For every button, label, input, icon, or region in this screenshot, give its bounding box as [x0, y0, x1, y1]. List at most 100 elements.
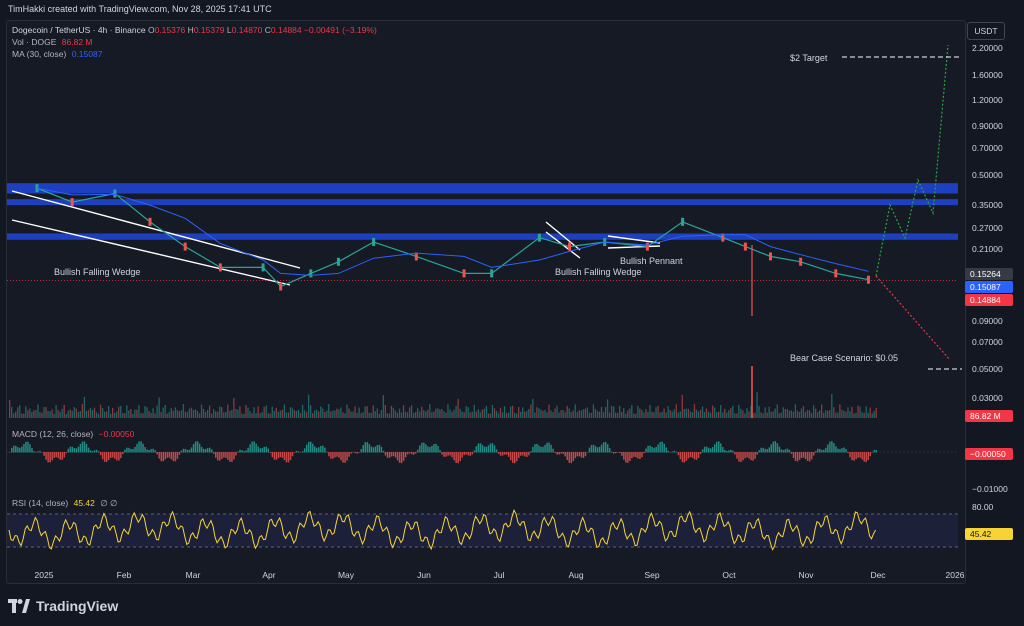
- volume-bar: [516, 413, 518, 418]
- volume-bar: [792, 411, 795, 418]
- macd-bar: [580, 452, 583, 458]
- volume-bar: [560, 410, 562, 418]
- macd-bar: [841, 448, 843, 453]
- macd-bar: [295, 450, 298, 453]
- macd-bar: [439, 450, 441, 453]
- macd-bar: [499, 452, 502, 456]
- volume-bar: [465, 405, 467, 418]
- macd-bar: [744, 452, 746, 459]
- currency-button[interactable]: USDT: [967, 22, 1005, 40]
- volume-bar: [263, 406, 265, 418]
- macd-bar: [362, 445, 364, 453]
- volume-bar: [610, 405, 613, 418]
- volume-bar: [394, 410, 397, 418]
- macd-bar: [114, 452, 116, 459]
- price-tag-last: 0.15264: [970, 269, 1001, 279]
- macd-bar: [564, 452, 566, 457]
- volume-bar: [423, 410, 425, 418]
- symbol-name: Dogecoin / TetherUS · 4h · Binance: [12, 25, 146, 35]
- volume-bar: [522, 407, 524, 418]
- volume-bar: [871, 413, 873, 418]
- volume-label: Vol · DOGE: [12, 37, 57, 47]
- macd-bar: [707, 447, 710, 453]
- volume-bar: [114, 413, 116, 418]
- volume-bar: [99, 404, 102, 418]
- volume-bar: [629, 408, 631, 418]
- macd-bar: [71, 446, 74, 453]
- volume-bar: [211, 413, 213, 418]
- macd-bar: [600, 444, 603, 453]
- volume-bar: [352, 411, 354, 418]
- volume-bar: [762, 413, 764, 418]
- macd-bar: [542, 446, 544, 453]
- volume-bar: [372, 405, 374, 418]
- macd-bar: [445, 452, 447, 457]
- volume-bar: [380, 410, 382, 418]
- macd-bar: [449, 452, 451, 456]
- volume-bar: [160, 412, 162, 418]
- volume-bar: [722, 412, 724, 418]
- macd-bar: [208, 447, 211, 453]
- volume-bar: [295, 410, 298, 418]
- volume-bar: [728, 410, 730, 418]
- macd-bar: [166, 452, 169, 458]
- volume-bar: [604, 407, 607, 418]
- volume-bar: [21, 413, 23, 418]
- macd-bar: [602, 442, 605, 453]
- rsi-label: RSI (14, close): [12, 498, 69, 508]
- volume-bar: [851, 406, 853, 418]
- volume-bar: [27, 410, 29, 418]
- volume-bar: [186, 411, 189, 418]
- macd-bar: [651, 446, 653, 453]
- macd-bar: [679, 452, 682, 460]
- macd-bar: [762, 447, 764, 453]
- x-tick-label: May: [338, 570, 355, 580]
- volume-bar: [154, 413, 156, 418]
- candle: [113, 189, 117, 198]
- ma-line: [36, 187, 869, 276]
- y-tick-label: 1.20000: [972, 95, 1003, 105]
- volume-bar: [297, 409, 300, 418]
- macd-bar: [15, 445, 17, 453]
- price-change: −0.00491 (−3.19%): [304, 25, 377, 35]
- volume-bar: [491, 404, 494, 418]
- macd-bar: [124, 449, 126, 453]
- macd-bar: [103, 452, 106, 462]
- tradingview-logo: TradingView: [8, 596, 118, 616]
- macd-bar: [267, 448, 270, 453]
- volume-bar: [312, 413, 314, 418]
- macd-bar: [263, 446, 266, 453]
- macd-bar: [738, 452, 740, 462]
- candle: [834, 269, 838, 278]
- plot-area[interactable]: [6, 20, 966, 584]
- volume-bar: [251, 413, 253, 418]
- macd-bar: [21, 446, 23, 453]
- volume-bar: [578, 410, 580, 418]
- volume-bar: [429, 404, 431, 418]
- macd-bar: [817, 448, 819, 453]
- macd-bar: [372, 447, 375, 453]
- volume-legend: Vol · DOGE 86.82 M: [12, 37, 93, 47]
- macd-bar: [45, 452, 47, 460]
- macd-bar: [225, 452, 227, 458]
- volume-bar: [562, 409, 564, 418]
- macd-bar: [382, 450, 385, 453]
- volume-bar: [447, 404, 449, 418]
- volume-bar: [235, 408, 237, 418]
- volume-bar: [360, 413, 362, 418]
- macd-bar: [544, 444, 546, 453]
- macd-bar: [162, 452, 165, 462]
- macd-bar: [483, 446, 486, 453]
- macd-bar: [520, 452, 522, 456]
- candle: [768, 252, 772, 261]
- macd-bar: [724, 449, 726, 453]
- volume-bar: [669, 410, 671, 418]
- macd-bar: [784, 449, 787, 453]
- volume-bar: [451, 411, 453, 418]
- volume-bar: [463, 412, 465, 418]
- volume-bar: [716, 412, 718, 418]
- macd-bar: [497, 452, 500, 454]
- volume-bar: [150, 412, 152, 418]
- x-tick-label: Jun: [417, 570, 431, 580]
